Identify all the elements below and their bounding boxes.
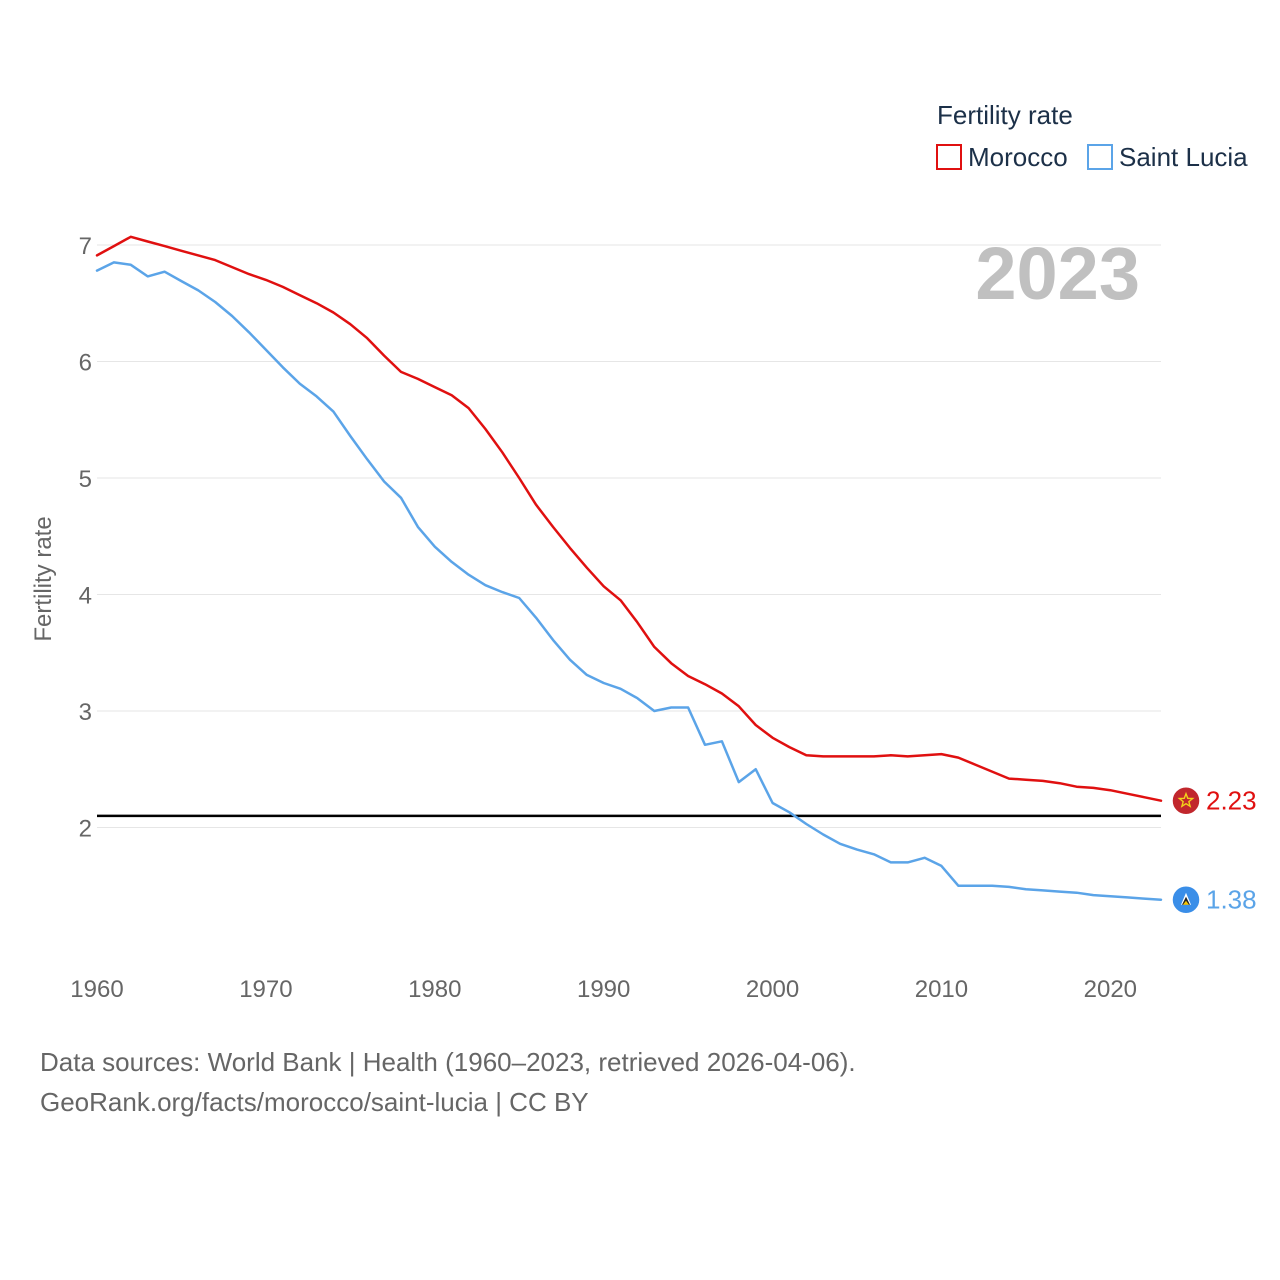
y-tick-label: 6 — [79, 349, 92, 376]
series-line-morocco[interactable] — [95, 235, 1163, 802]
y-tick-label: 7 — [79, 233, 92, 260]
x-tick-label: 2000 — [746, 976, 799, 1003]
series-line-saint-lucia[interactable] — [95, 261, 1163, 901]
end-value-label-saint-lucia: 1.38 — [1206, 885, 1257, 915]
y-tick-label: 5 — [79, 466, 92, 493]
grid-lines — [97, 244, 1161, 828]
end-value-label-morocco: 2.23 — [1206, 786, 1257, 816]
x-tick-label: 2010 — [915, 976, 968, 1003]
y-tick-labels: 2 3 4 5 6 7 — [79, 233, 92, 843]
footer: Data sources: World Bank | Health (1960–… — [40, 1042, 856, 1122]
x-tick-labels: 1960 1970 1980 1990 2000 2010 2020 — [70, 976, 1137, 1003]
fertility-chart: Fertility rate Morocco Saint Lucia 2023 … — [30, 100, 1257, 1003]
series-lines — [95, 235, 1163, 901]
legend-item-morocco[interactable]: Morocco — [936, 142, 1068, 172]
saint-lucia-flag-icon — [1171, 884, 1201, 915]
legend-item-saint-lucia[interactable]: Saint Lucia — [1087, 142, 1248, 172]
footer-source: Data sources: World Bank | Health (1960–… — [40, 1047, 856, 1077]
y-tick-label: 4 — [79, 582, 92, 609]
legend-title: Fertility rate — [937, 100, 1073, 130]
end-markers: 2.23 1.38 — [1171, 785, 1257, 915]
morocco-flag-icon — [1171, 785, 1201, 816]
x-tick-label: 1970 — [239, 976, 292, 1003]
legend-swatch-saint-lucia — [1087, 144, 1113, 170]
legend-label-saint-lucia: Saint Lucia — [1119, 142, 1248, 172]
y-tick-label: 2 — [79, 815, 92, 842]
legend: Fertility rate Morocco Saint Lucia — [936, 100, 1248, 172]
x-tick-label: 1990 — [577, 976, 630, 1003]
y-axis-title: Fertility rate — [30, 516, 57, 641]
x-tick-label: 1980 — [408, 976, 461, 1003]
year-label: 2023 — [975, 232, 1140, 315]
x-tick-label: 2020 — [1084, 976, 1137, 1003]
legend-swatch-morocco — [936, 144, 962, 170]
y-tick-label: 3 — [79, 699, 92, 726]
x-tick-label: 1960 — [70, 976, 123, 1003]
legend-label-morocco: Morocco — [968, 142, 1068, 172]
footer-link[interactable]: GeoRank.org/facts/morocco/saint-lucia | … — [40, 1087, 589, 1117]
